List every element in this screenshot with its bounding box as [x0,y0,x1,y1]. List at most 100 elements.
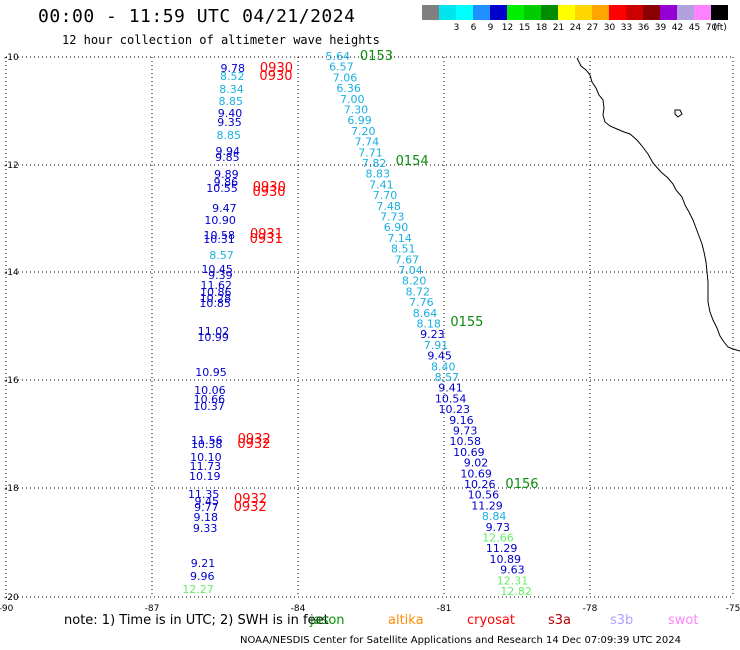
wave-height-value: 10.85 [199,297,231,310]
pass-time-label: 0931 [250,232,283,247]
wave-height-value: 10.37 [193,400,225,413]
wave-height-value: 9.40 [218,107,243,120]
longitude-label: -81 [437,604,452,614]
wave-height-value: 7.73 [380,211,405,224]
pass-time-label: 0156 [505,477,538,492]
wave-height-value: 7.91 [424,339,449,352]
legend-label: 3 [453,23,460,33]
pass-time-label: 0930 [259,69,292,84]
wave-height-value: 8.83 [366,168,391,181]
wave-height-value: 10.66 [194,393,226,406]
pass-time-label: 0931 [250,227,283,242]
wave-height-value: 9.73 [453,425,478,438]
wave-height-value: 10.31 [203,233,235,246]
wave-height-value: 10.95 [195,366,227,379]
legend-label: 42 [671,23,684,33]
legend-s3a: s3a [548,613,572,628]
legend-swatch [575,5,592,20]
legend-swatch [524,5,541,20]
wave-height-value: 10.86 [200,286,232,299]
wave-height-value: 12.27 [182,583,214,596]
longitude-label: -87 [145,604,160,614]
legend-swatch [643,5,660,20]
wave-height-value: 12.31 [497,574,529,587]
pass-time-label: 0930 [260,61,293,76]
longitude-label: -84 [291,604,306,614]
legend-label: 15 [518,23,531,33]
wave-height-value: 7.82 [362,157,387,170]
wave-height-value: 10.58 [203,229,235,242]
pass-time-label: 0154 [396,154,429,169]
wave-height-value: 9.96 [190,570,215,583]
wave-height-value: 9.89 [214,168,239,181]
wave-height-value: 8.84 [482,510,507,523]
wave-height-value: 7.48 [376,200,401,213]
map-title: 00:00 - 11:59 UTC 04/21/2024 [38,6,356,27]
wave-height-value: 10.06 [194,384,226,397]
wave-height-value: 8.18 [416,318,441,331]
wave-height-value: 7.06 [333,71,358,84]
legend-swatch [677,5,694,20]
wave-height-value: 10.38 [191,438,223,451]
pass-time-label: 0932 [234,492,267,507]
wave-height-value: 9.47 [212,202,237,215]
wave-height-value: 12.66 [482,532,514,545]
pass-time-label: 0153 [360,49,393,64]
legend-swatch [558,5,575,20]
wave-height-value: 9.18 [194,511,219,524]
wave-height-value: 9.45 [427,350,452,363]
wave-height-value: 8.85 [219,95,244,108]
coastline [576,57,740,352]
legend-label: 36 [637,23,650,33]
wave-height-value: 6.90 [384,221,409,234]
wave-height-value: 10.56 [468,489,500,502]
latitude-label: -14 [4,268,19,278]
legend-swatch [507,5,524,20]
latitude-label: -10 [4,53,19,63]
pass-time-label: 0932 [234,500,267,515]
wave-height-value: 10.54 [435,392,467,405]
latitude-label: -18 [4,484,19,494]
wave-height-value: 7.30 [344,104,369,117]
wave-height-value: 7.14 [387,232,412,245]
wave-height-value: 9.86 [214,176,239,189]
pass-time-label: 0930 [252,185,285,200]
wave-height-value: 9.63 [500,564,525,577]
wave-height-value: 8.57 [209,249,234,262]
wave-height-value: 11.56 [191,434,223,447]
wave-height-value: 12.82 [500,585,532,598]
wave-height-value: 11.02 [198,325,230,338]
wave-height-value: 11.73 [190,460,222,473]
legend-label: 33 [620,23,633,33]
wave-height-value: 9.02 [464,457,489,470]
wave-height-value: 8.20 [402,275,427,288]
wave-height-value: 7.71 [358,146,383,159]
wave-height-value: 9.73 [486,521,511,534]
latitude-label: -16 [4,376,19,386]
wave-height-value: 9.16 [449,414,474,427]
wave-height-value: 6.57 [329,61,354,74]
longitude-label: -75 [726,604,740,614]
pass-time-label: 0932 [237,437,270,452]
wave-height-value: 9.23 [420,328,445,341]
wave-height-value: 9.35 [217,116,242,129]
legend-label: 24 [569,23,582,33]
legend-swatch [711,5,728,20]
wave-height-value: 7.20 [351,125,376,138]
legend-swatch [541,5,558,20]
legend-swatch [626,5,643,20]
wave-height-value: 10.19 [189,470,221,483]
wave-height-value: 8.85 [216,129,241,142]
wave-height-value: 11.62 [200,279,232,292]
wave-height-value: 7.76 [409,296,434,309]
wave-height-value: 11.29 [486,542,518,555]
wave-height-value: 10.69 [460,467,492,480]
wave-height-value: 10.28 [200,292,232,305]
legend-label: 12 [501,23,514,33]
map-subtitle: 12 hour collection of altimeter wave hei… [62,33,380,47]
wave-height-value: 7.00 [340,93,365,106]
wave-height-value: 11.35 [188,488,220,501]
wave-height-value: 8.52 [220,70,245,83]
wave-height-value: 9.39 [208,269,233,282]
